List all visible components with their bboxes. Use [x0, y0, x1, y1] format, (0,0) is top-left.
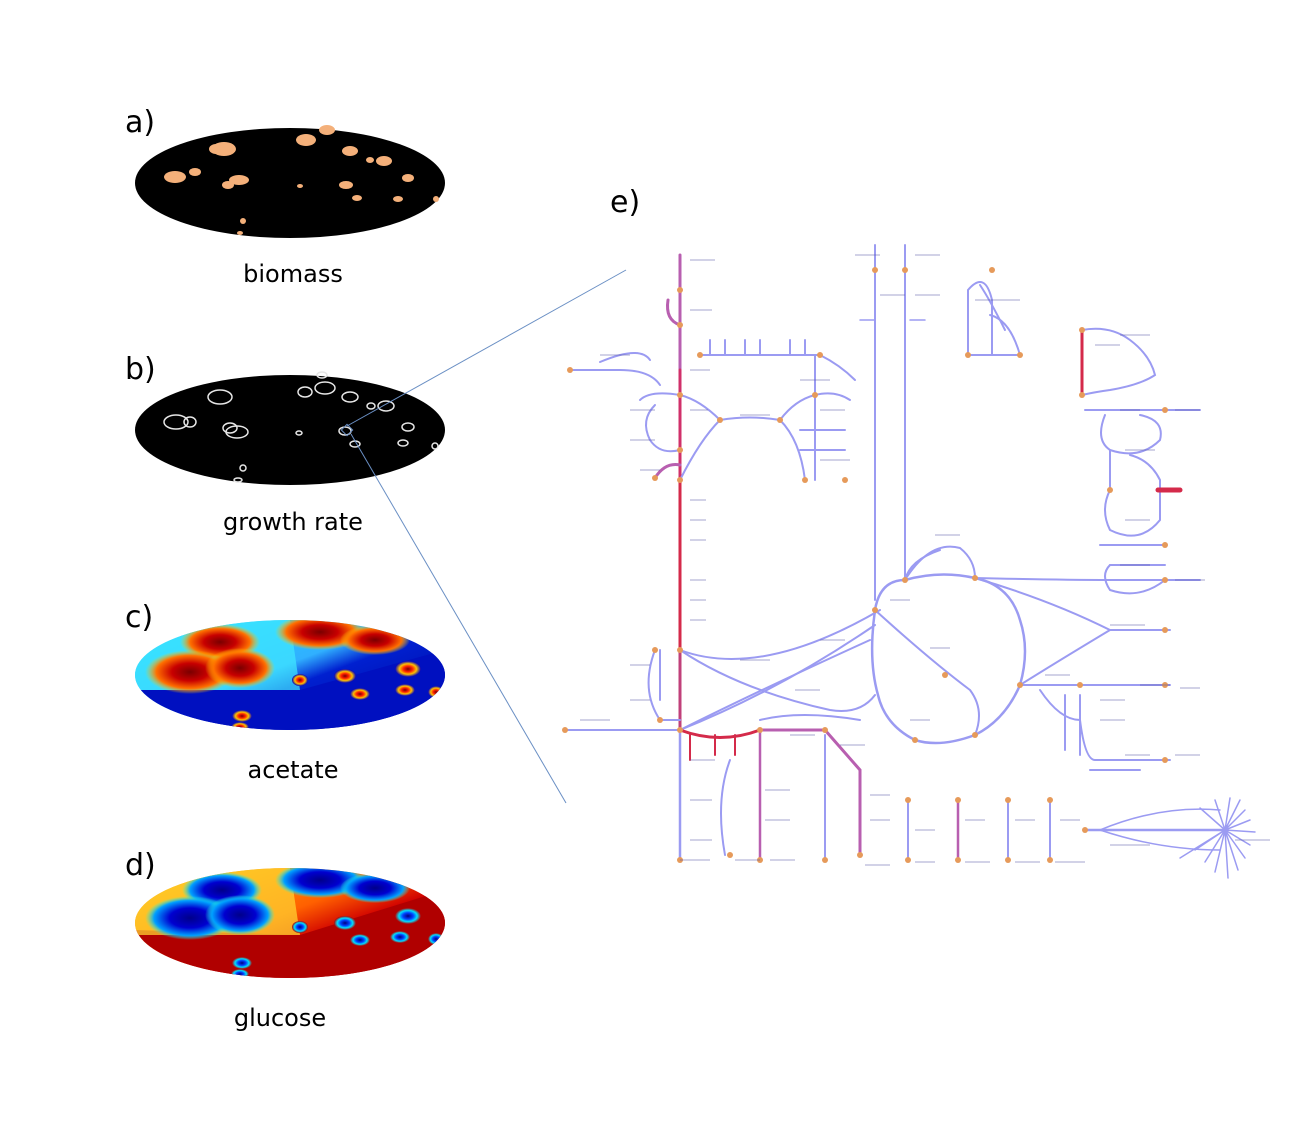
- biomass-dish: [135, 125, 445, 238]
- network-nodes: [562, 267, 1168, 863]
- panel-c-label: c): [125, 600, 154, 635]
- caption-growth-rate: growth rate: [223, 508, 363, 536]
- reaction-label-marks: [580, 254, 1270, 866]
- growth-rate-dish: [135, 371, 445, 485]
- panel-d-label: d): [125, 848, 156, 883]
- panel-e-label: e): [610, 185, 641, 220]
- caption-acetate: acetate: [247, 756, 339, 784]
- panel-a-label: a): [125, 105, 156, 140]
- caption-biomass: biomass: [243, 260, 343, 288]
- growth-rings: [163, 371, 439, 483]
- caption-glucose: glucose: [233, 1004, 327, 1032]
- network-edges: [564, 244, 1256, 879]
- panel-b-label: b): [125, 352, 156, 387]
- biomass-colonies: [164, 125, 439, 235]
- zoom-connector-lines: [340, 269, 627, 804]
